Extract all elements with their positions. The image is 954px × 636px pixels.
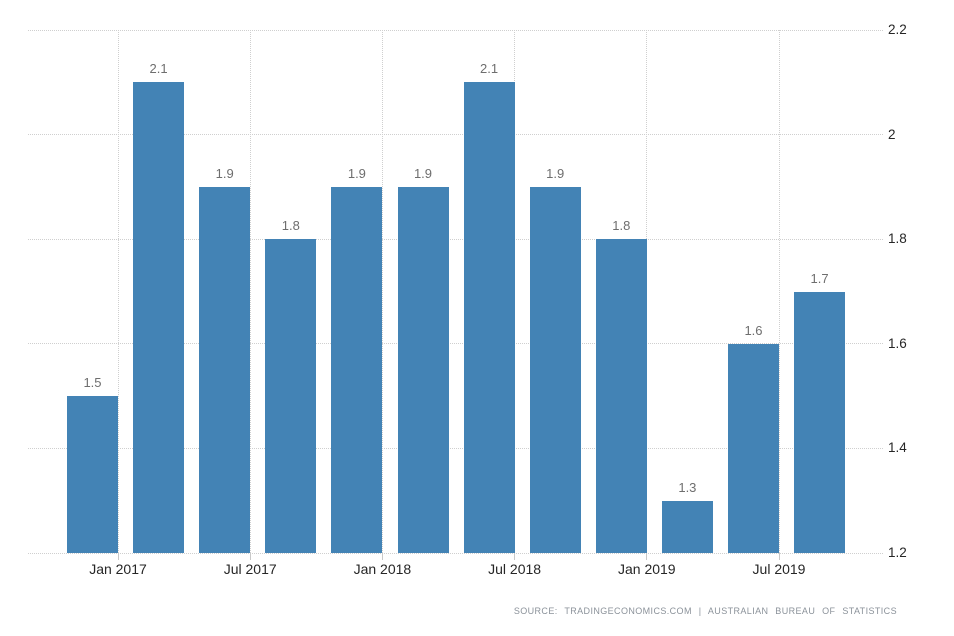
gridline-horizontal <box>28 134 883 136</box>
bar-value-label: 1.8 <box>612 218 631 234</box>
gridline-horizontal <box>28 447 883 449</box>
y-axis-label: 2 <box>888 126 896 142</box>
x-axis-label: Jan 2019 <box>617 561 676 577</box>
y-axis-label: 1.6 <box>888 335 907 351</box>
gridline-horizontal <box>28 343 883 345</box>
bar[interactable] <box>728 343 779 553</box>
x-axis-label: Jul 2018 <box>488 561 542 577</box>
gridline-vertical <box>646 30 648 553</box>
y-axis-label: 1.4 <box>888 440 907 456</box>
bar-value-label: 1.9 <box>546 165 565 181</box>
gridline-vertical <box>249 30 251 553</box>
gridline-vertical <box>117 30 119 553</box>
bar-value-label: 1.9 <box>347 165 366 181</box>
bar-value-label: 1.3 <box>678 479 697 495</box>
bar[interactable] <box>529 186 581 553</box>
x-axis-tick <box>117 553 119 560</box>
bar[interactable] <box>794 291 846 553</box>
bar[interactable] <box>67 396 118 553</box>
gridline-vertical <box>514 30 516 553</box>
x-axis-tick <box>514 553 516 560</box>
bar-value-label: 1.9 <box>413 165 433 181</box>
gridline-vertical <box>381 30 383 553</box>
bar[interactable] <box>397 186 449 553</box>
bar-value-label: 1.8 <box>281 218 300 234</box>
bar[interactable] <box>331 186 383 553</box>
y-axis-label: 2.2 <box>888 22 907 37</box>
x-axis-label: Jul 2019 <box>752 561 806 577</box>
bar[interactable] <box>463 82 515 553</box>
gridline-horizontal <box>28 29 883 31</box>
x-axis-tick <box>778 553 780 560</box>
plot-area: 1.2 1.4 1.6 1.8 2 2.2 Jan 2017 Jul 2017 Jan 2018… <box>28 22 907 577</box>
bar-value-label: 1.5 <box>83 375 102 391</box>
x-axis-tick <box>249 553 251 560</box>
bar[interactable] <box>265 239 317 553</box>
y-axis-label: 1.2 <box>888 545 907 560</box>
bar[interactable] <box>661 500 713 553</box>
bar[interactable] <box>199 186 251 553</box>
x-axis-tick <box>381 553 383 560</box>
bar-value-label: 1.9 <box>215 165 234 181</box>
x-axis-label: Jan 2018 <box>353 561 412 577</box>
source-attribution: SOURCE: TRADINGECONOMICS.COM | AUSTRALIA… <box>513 606 897 616</box>
gridline-horizontal <box>28 552 883 554</box>
bar-value-label: 2.1 <box>480 61 499 77</box>
bar[interactable] <box>133 82 185 553</box>
bar-value-label: 1.6 <box>744 322 763 338</box>
x-axis-label: Jan 2017 <box>89 561 147 577</box>
gridline-vertical <box>778 30 780 553</box>
x-axis-tick <box>646 553 648 560</box>
x-axis-label: Jul 2017 <box>223 561 277 577</box>
bar-value-label: 2.1 <box>149 61 168 77</box>
bar-value-label: 1.7 <box>810 270 829 286</box>
y-axis-label: 1.8 <box>888 231 907 247</box>
gridline-horizontal <box>28 238 883 240</box>
bar[interactable] <box>595 239 647 553</box>
